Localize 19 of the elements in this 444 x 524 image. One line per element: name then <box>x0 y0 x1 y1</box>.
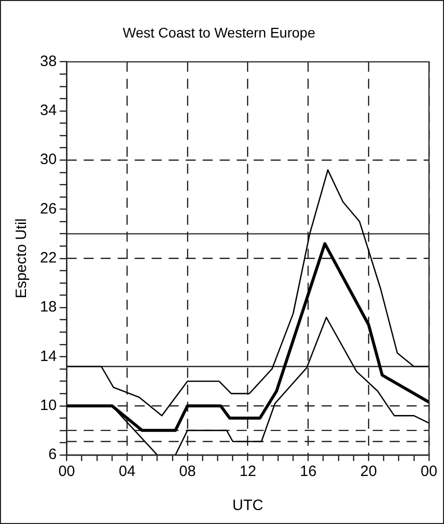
y-tick-label: 34 <box>40 102 57 120</box>
x-tick-label: 08 <box>179 463 196 480</box>
y-tick-label: 30 <box>40 151 57 168</box>
y-tick-label: 26 <box>40 200 57 218</box>
x-tick-label: 16 <box>300 463 317 480</box>
chart-title: West Coast to Western Europe <box>122 24 316 40</box>
y-axis-title: Especto Util <box>13 218 30 298</box>
x-tick-label: 00 <box>420 463 438 480</box>
x-tick-label: 00 <box>58 463 76 480</box>
x-axis-title: UTC <box>232 497 264 514</box>
x-tick-label: 12 <box>240 463 256 480</box>
y-tick-label: 22 <box>40 250 57 267</box>
y-tick-label: 10 <box>40 396 57 414</box>
y-tick-label: 6 <box>48 446 57 464</box>
y-tick-label: 14 <box>40 348 57 365</box>
x-tick-label: 04 <box>118 463 136 480</box>
y-tick-label: 38 <box>40 52 57 70</box>
y-tick-label: 18 <box>40 298 57 316</box>
x-tick-label: 20 <box>360 463 377 480</box>
